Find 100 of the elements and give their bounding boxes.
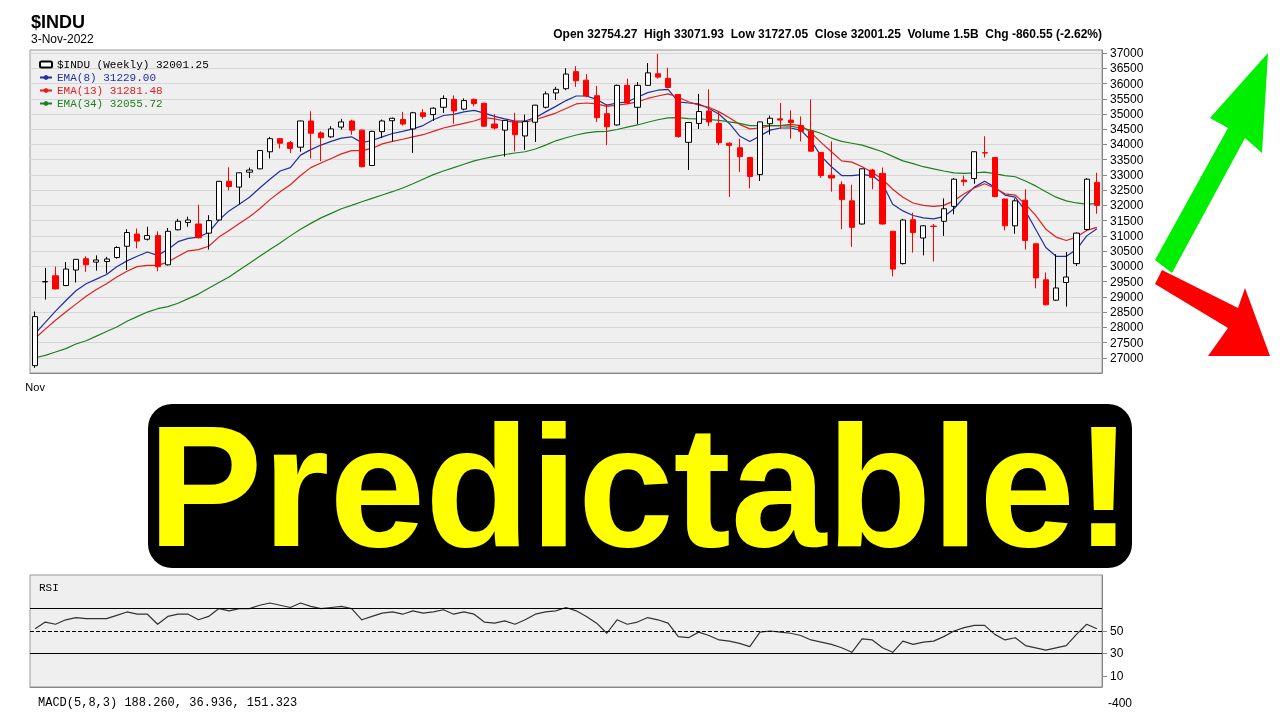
candlestick — [349, 119, 355, 136]
candlestick — [900, 218, 906, 266]
candlestick — [1033, 243, 1039, 289]
candlestick — [512, 112, 518, 152]
candlestick — [1012, 197, 1018, 235]
y-tick-label: 36500 — [1110, 61, 1144, 76]
y-tick-label: 29000 — [1110, 289, 1144, 304]
candlestick — [788, 109, 794, 140]
candlestick — [645, 62, 651, 87]
candlestick — [440, 94, 447, 114]
candlestick — [63, 261, 69, 287]
y-tick-label: 37000 — [1110, 46, 1144, 61]
candlestick — [134, 228, 140, 249]
candlestick — [685, 121, 692, 171]
candlestick — [400, 111, 406, 127]
candlestick — [389, 117, 395, 142]
y-tick-label: 36000 — [1110, 76, 1144, 91]
candlestick — [665, 67, 671, 89]
candlestick — [257, 149, 263, 170]
text: -400 — [1108, 696, 1133, 710]
y-tick-label: 10 — [1110, 668, 1124, 683]
candlestick — [583, 73, 589, 98]
x-tick-label: Nov — [25, 380, 46, 393]
candlestick — [982, 135, 988, 159]
candlestick — [104, 256, 110, 274]
text: Open 32754.27 High 33071.93 Low 31727.05 Close 32001.25 Volume 1.5B Chg -860.55 (-2.62%) — [553, 27, 1102, 41]
candlestick — [951, 177, 957, 215]
candlestick — [563, 67, 569, 91]
candlestick — [696, 93, 702, 130]
candlestick — [910, 212, 916, 254]
y-tick-label: 32500 — [1110, 183, 1144, 198]
y-tick-label: 33000 — [1110, 167, 1144, 182]
candlestick — [471, 97, 477, 107]
candlestick — [879, 167, 886, 226]
candlestick — [491, 113, 498, 131]
candlestick — [777, 102, 783, 130]
y-tick-label: 29500 — [1110, 274, 1144, 289]
y-tick-label: 35000 — [1110, 106, 1144, 121]
candlestick — [124, 228, 130, 271]
candlestick — [246, 167, 253, 179]
candlestick — [594, 85, 600, 123]
candlestick — [236, 172, 242, 205]
candlestick — [144, 226, 150, 241]
candlestick — [481, 102, 487, 128]
y-tick-label: 30000 — [1110, 259, 1144, 274]
candlestick — [961, 175, 967, 187]
candlestick — [195, 204, 202, 240]
candlestick — [175, 218, 181, 231]
text: RSI — [39, 581, 59, 594]
candlestick — [338, 118, 344, 131]
candlestick — [114, 245, 120, 260]
candlestick — [73, 258, 79, 283]
candlestick — [737, 138, 743, 173]
y-tick-label: 28500 — [1110, 305, 1144, 320]
text: MACD(5,8,3) 188.260, 36.936, 151.323 — [38, 696, 298, 710]
candlestick — [420, 108, 426, 120]
y-tick-label: 30 — [1110, 646, 1124, 661]
candlestick — [624, 78, 630, 105]
y-tick-label: 32000 — [1110, 198, 1144, 213]
candlestick — [920, 224, 926, 256]
candlestick — [1002, 198, 1008, 231]
candlestick — [818, 151, 824, 179]
candlestick — [747, 156, 753, 189]
y-tick-label: 30500 — [1110, 244, 1144, 259]
legend-label: EMA(34) 32055.72 — [57, 97, 163, 110]
line-series — [34, 602, 1098, 653]
candlestick — [726, 141, 732, 198]
candlestick — [930, 223, 937, 262]
candlestick — [553, 86, 559, 101]
candlestick — [890, 230, 896, 277]
candlestick — [185, 216, 191, 228]
candlestick — [430, 106, 436, 122]
candlestick — [839, 180, 845, 230]
candlestick — [461, 97, 467, 111]
candlestick — [828, 140, 835, 193]
chart-subtitle: 3-Nov-2022 — [31, 32, 95, 46]
y-tick-label: 31500 — [1110, 213, 1144, 228]
y-tick-label: 27500 — [1110, 335, 1144, 350]
candlestick — [992, 156, 998, 198]
candlestick — [155, 230, 161, 272]
y-tick-label: 27000 — [1110, 350, 1144, 365]
candlestick — [532, 104, 538, 143]
candlestick — [716, 111, 722, 146]
y-tick-label: 35500 — [1110, 91, 1144, 106]
candlestick — [1084, 177, 1090, 231]
candlestick — [634, 81, 641, 125]
candlestick — [328, 125, 334, 139]
candlestick — [808, 98, 814, 153]
candlestick — [410, 111, 416, 154]
candlestick — [379, 118, 385, 139]
candlestick — [52, 266, 59, 291]
legend-label: EMA(13) 31281.48 — [57, 84, 163, 97]
candlestick — [543, 90, 549, 110]
candlestick — [604, 103, 610, 146]
legend-label: EMA(8) 31229.00 — [57, 71, 157, 84]
candlestick — [206, 214, 212, 251]
y-tick-label: 31000 — [1110, 228, 1144, 243]
candlestick — [757, 121, 763, 182]
candlestick — [226, 166, 232, 191]
candlestick — [42, 267, 48, 301]
